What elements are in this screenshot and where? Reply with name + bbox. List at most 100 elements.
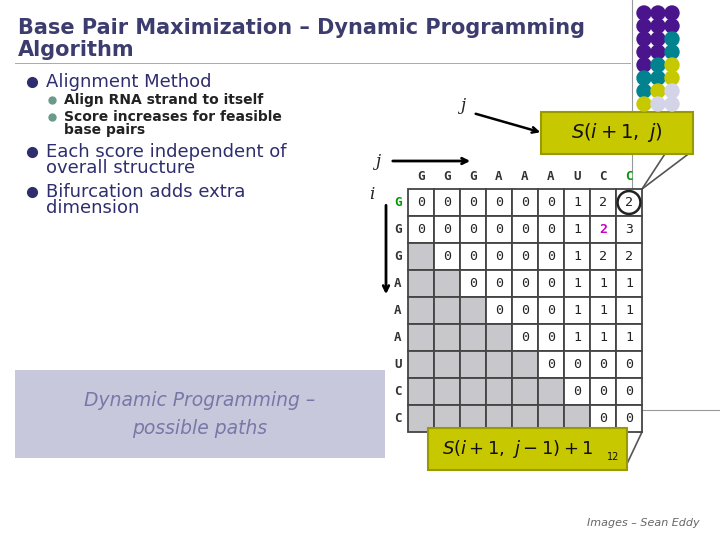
- Text: 1: 1: [625, 331, 633, 344]
- Bar: [460, 405, 486, 432]
- Circle shape: [665, 71, 679, 85]
- Bar: [434, 270, 460, 297]
- Circle shape: [651, 45, 665, 59]
- Text: 0: 0: [547, 250, 555, 263]
- Bar: [512, 189, 538, 216]
- Text: overall structure: overall structure: [46, 159, 195, 177]
- FancyBboxPatch shape: [541, 112, 693, 154]
- Text: 0: 0: [599, 385, 607, 398]
- Text: 0: 0: [443, 223, 451, 236]
- Text: $S(i + 1,\ j)$: $S(i + 1,\ j)$: [571, 122, 662, 145]
- Text: 0: 0: [495, 277, 503, 290]
- Text: A: A: [495, 171, 503, 184]
- Text: 1: 1: [573, 304, 581, 317]
- Bar: [486, 324, 512, 351]
- FancyBboxPatch shape: [428, 428, 627, 470]
- Bar: [564, 378, 590, 405]
- Text: 0: 0: [547, 223, 555, 236]
- Text: C: C: [395, 412, 402, 425]
- Bar: [434, 405, 460, 432]
- Text: Score increases for feasible: Score increases for feasible: [64, 110, 282, 124]
- Text: 1: 1: [573, 331, 581, 344]
- Bar: [512, 243, 538, 270]
- Text: 1: 1: [599, 331, 607, 344]
- Text: A: A: [395, 331, 402, 344]
- Text: G: G: [395, 223, 402, 236]
- Circle shape: [637, 71, 651, 85]
- Text: 12: 12: [607, 452, 619, 462]
- Text: 2: 2: [625, 250, 633, 263]
- Bar: [538, 297, 564, 324]
- Bar: [538, 351, 564, 378]
- Bar: [486, 216, 512, 243]
- Bar: [408, 216, 434, 243]
- Bar: [408, 324, 434, 351]
- Text: 0: 0: [443, 196, 451, 209]
- Bar: [460, 216, 486, 243]
- Bar: [460, 270, 486, 297]
- Bar: [460, 378, 486, 405]
- Bar: [434, 216, 460, 243]
- Bar: [590, 351, 616, 378]
- Bar: [408, 351, 434, 378]
- Bar: [408, 243, 434, 270]
- Bar: [434, 324, 460, 351]
- Bar: [15, 370, 385, 458]
- Text: 0: 0: [521, 331, 529, 344]
- Circle shape: [651, 19, 665, 33]
- Text: Algorithm: Algorithm: [18, 40, 135, 60]
- Bar: [512, 297, 538, 324]
- Text: 0: 0: [625, 385, 633, 398]
- Bar: [590, 270, 616, 297]
- Circle shape: [665, 97, 679, 111]
- Bar: [564, 270, 590, 297]
- Text: 0: 0: [521, 196, 529, 209]
- Circle shape: [651, 97, 665, 111]
- Bar: [486, 351, 512, 378]
- Bar: [590, 216, 616, 243]
- Bar: [590, 189, 616, 216]
- Bar: [460, 351, 486, 378]
- Text: 0: 0: [495, 250, 503, 263]
- Bar: [512, 378, 538, 405]
- Text: G: G: [444, 171, 451, 184]
- Bar: [538, 243, 564, 270]
- Text: 1: 1: [625, 304, 633, 317]
- Bar: [616, 405, 642, 432]
- Circle shape: [665, 45, 679, 59]
- Bar: [564, 297, 590, 324]
- Text: 3: 3: [625, 223, 633, 236]
- Bar: [616, 216, 642, 243]
- Circle shape: [665, 19, 679, 33]
- Text: 0: 0: [521, 250, 529, 263]
- Text: 0: 0: [573, 358, 581, 371]
- Text: 1: 1: [573, 277, 581, 290]
- Text: 0: 0: [495, 304, 503, 317]
- Bar: [512, 351, 538, 378]
- Text: 2: 2: [599, 250, 607, 263]
- Bar: [486, 297, 512, 324]
- Text: Base Pair Maximization – Dynamic Programming: Base Pair Maximization – Dynamic Program…: [18, 18, 585, 38]
- Text: 2: 2: [599, 196, 607, 209]
- Bar: [512, 324, 538, 351]
- Text: C: C: [599, 171, 607, 184]
- Text: $S(i + 1,\ j - 1) + 1$: $S(i + 1,\ j - 1) + 1$: [442, 438, 593, 460]
- Circle shape: [637, 45, 651, 59]
- Circle shape: [637, 97, 651, 111]
- Bar: [434, 189, 460, 216]
- Text: 0: 0: [547, 196, 555, 209]
- Text: 1: 1: [573, 196, 581, 209]
- Bar: [564, 189, 590, 216]
- Text: dimension: dimension: [46, 199, 140, 217]
- Bar: [460, 189, 486, 216]
- Bar: [512, 216, 538, 243]
- Bar: [486, 378, 512, 405]
- Bar: [460, 324, 486, 351]
- Bar: [408, 189, 434, 216]
- Bar: [616, 324, 642, 351]
- Text: 0: 0: [521, 277, 529, 290]
- Bar: [538, 378, 564, 405]
- Bar: [590, 243, 616, 270]
- Text: 1: 1: [625, 277, 633, 290]
- Text: possible paths: possible paths: [132, 418, 268, 437]
